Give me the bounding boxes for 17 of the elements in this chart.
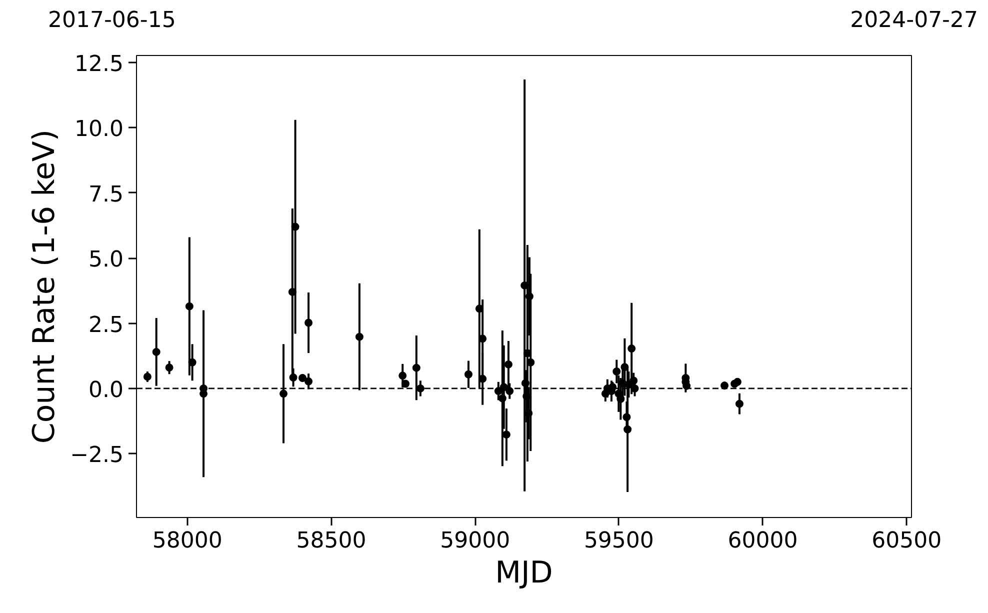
x-tick-label: 58000 bbox=[152, 528, 222, 554]
y-tick-label: −2.5 bbox=[70, 443, 124, 468]
y-axis-title: Count Rate (1-6 keV) bbox=[27, 129, 62, 444]
y-tick-label: 2.5 bbox=[88, 312, 124, 338]
x-axis-title: MJD bbox=[495, 556, 553, 590]
x-tick-label: 59500 bbox=[584, 528, 654, 554]
y-tick-label: 7.5 bbox=[88, 182, 124, 208]
x-tick-label: 59000 bbox=[440, 528, 510, 554]
annotation: 2024-07-27 bbox=[850, 8, 978, 34]
y-tick-label: 10.0 bbox=[74, 117, 124, 142]
x-tick-label: 60000 bbox=[728, 528, 798, 554]
y-tick-label: 5.0 bbox=[88, 248, 124, 273]
x-tick-label: 60500 bbox=[872, 528, 942, 554]
x-tick-label: 58500 bbox=[296, 528, 366, 554]
annotation: 2017-06-15 bbox=[48, 8, 176, 34]
y-tick-label: 0.0 bbox=[88, 378, 124, 403]
y-tick-label: 12.5 bbox=[74, 52, 124, 78]
